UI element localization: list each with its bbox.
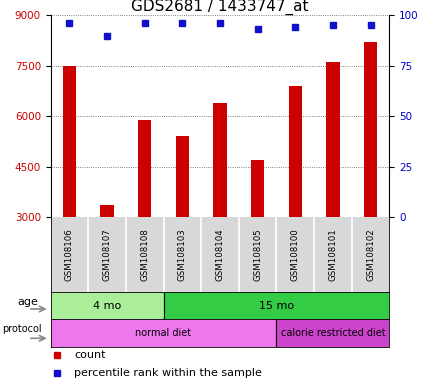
Bar xyxy=(326,63,340,217)
Bar xyxy=(276,319,389,347)
Title: GDS2681 / 1433747_at: GDS2681 / 1433747_at xyxy=(131,0,309,15)
Text: age: age xyxy=(18,297,39,307)
Text: GSM108100: GSM108100 xyxy=(291,228,300,281)
Bar xyxy=(364,42,377,217)
Bar xyxy=(213,103,227,217)
Bar xyxy=(51,292,164,319)
Bar xyxy=(63,66,76,217)
Bar xyxy=(138,119,151,217)
Text: GSM108108: GSM108108 xyxy=(140,228,149,281)
Text: GSM108107: GSM108107 xyxy=(103,228,112,281)
Bar xyxy=(251,160,264,217)
Bar xyxy=(164,292,389,319)
Text: count: count xyxy=(74,350,106,360)
Text: GSM108103: GSM108103 xyxy=(178,228,187,281)
Text: GSM108102: GSM108102 xyxy=(366,228,375,281)
Text: GSM108106: GSM108106 xyxy=(65,228,74,281)
Text: 4 mo: 4 mo xyxy=(93,301,121,311)
Bar xyxy=(100,205,114,217)
Text: percentile rank within the sample: percentile rank within the sample xyxy=(74,367,262,378)
Bar xyxy=(289,86,302,217)
Text: calorie restricted diet: calorie restricted diet xyxy=(281,328,385,338)
Text: GSM108104: GSM108104 xyxy=(216,228,224,281)
Bar xyxy=(176,136,189,217)
Text: 15 mo: 15 mo xyxy=(259,301,294,311)
Text: normal diet: normal diet xyxy=(136,328,191,338)
Text: protocol: protocol xyxy=(3,324,42,334)
Bar xyxy=(51,319,276,347)
Text: GSM108105: GSM108105 xyxy=(253,228,262,281)
Text: GSM108101: GSM108101 xyxy=(328,228,337,281)
